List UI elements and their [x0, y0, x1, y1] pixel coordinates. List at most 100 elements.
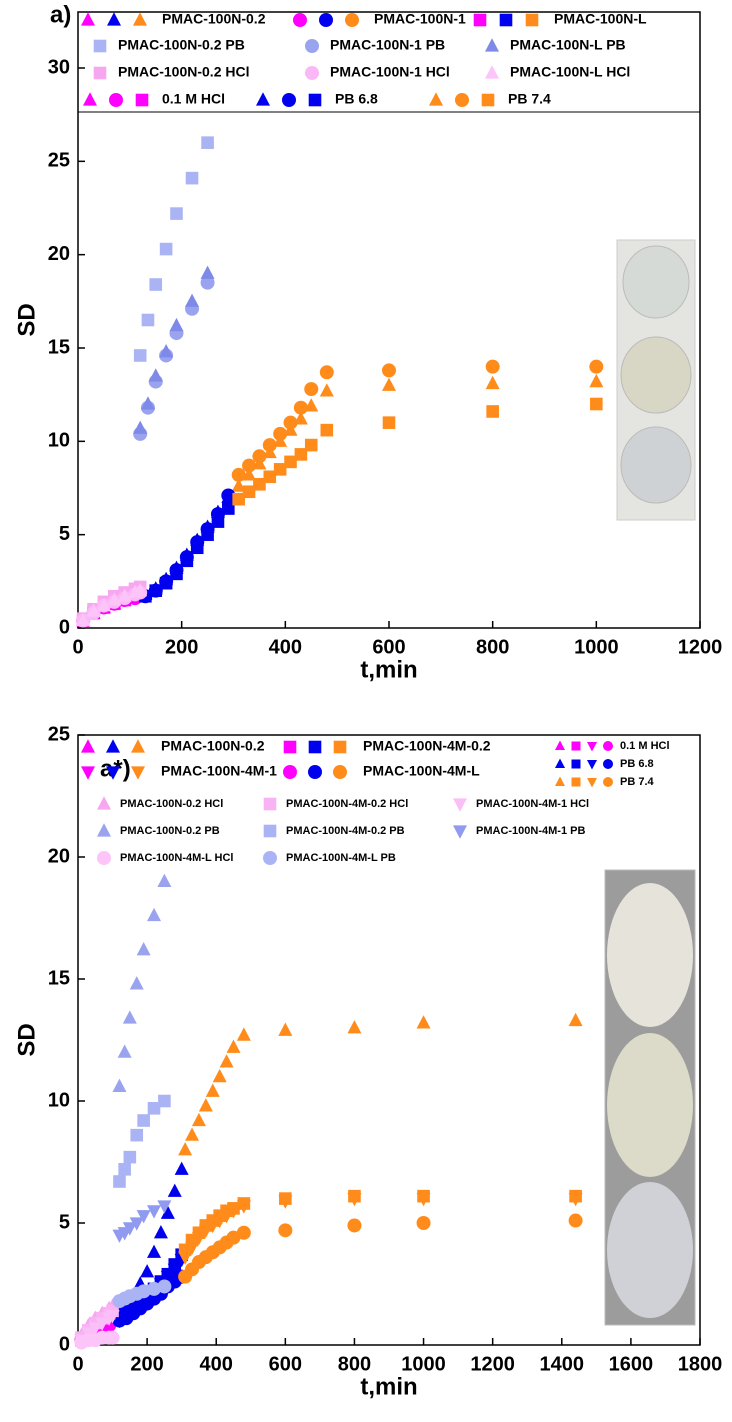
data-point	[157, 1200, 172, 1214]
y-tick-label: 0	[59, 1333, 70, 1355]
data-point	[117, 1044, 132, 1058]
legend-marker	[263, 797, 277, 811]
legend-marker	[455, 93, 469, 107]
data-point	[304, 438, 318, 452]
legend-marker	[345, 13, 359, 27]
legend-marker	[93, 39, 107, 53]
legend-marker	[571, 777, 581, 787]
data-point	[219, 1210, 234, 1224]
data-point	[253, 477, 266, 491]
data-point	[304, 382, 319, 397]
legend-label: PB 7.4	[508, 91, 551, 107]
data-point	[590, 397, 603, 411]
legend-label: PMAC-100N-4M-1 HCl	[476, 798, 589, 810]
legend-marker	[81, 766, 95, 780]
data-point	[589, 359, 604, 374]
legend-marker	[308, 740, 322, 754]
data-point	[200, 265, 215, 279]
data-point	[76, 612, 91, 627]
legend-marker	[256, 92, 270, 106]
legend-marker	[81, 739, 95, 753]
x-tick-label: 1200	[678, 636, 723, 658]
data-point	[200, 275, 215, 290]
y-tick-label: 25	[48, 150, 70, 172]
data-point	[211, 515, 225, 528]
data-point	[157, 1279, 172, 1294]
legend-label: PMAC-100N-1 HCl	[330, 64, 450, 80]
legend-marker	[131, 766, 145, 780]
legend-marker	[283, 765, 297, 779]
data-point	[347, 1020, 362, 1034]
panel-label: a)	[50, 1, 71, 28]
data-point	[191, 1232, 206, 1246]
data-point	[382, 377, 396, 391]
legend-label: PB 7.4	[620, 776, 655, 788]
data-point	[169, 317, 184, 332]
data-point	[107, 592, 122, 606]
legend-marker	[106, 766, 120, 780]
data-point	[263, 470, 277, 484]
legend-label: PMAC-100N-1 PB	[330, 37, 445, 53]
data-point	[113, 1175, 126, 1188]
data-point	[320, 423, 334, 437]
data-point	[486, 405, 499, 418]
data-point	[226, 1205, 241, 1219]
data-point	[178, 1251, 193, 1265]
y-axis-title: SD	[13, 303, 40, 336]
data-point	[174, 1161, 189, 1175]
data-point	[568, 1193, 583, 1207]
data-point	[170, 567, 183, 581]
legend-label: PMAC-100N-4M-0.2 PB	[286, 825, 405, 837]
data-point	[416, 1015, 431, 1029]
legend-marker	[97, 851, 111, 865]
legend-marker	[587, 742, 597, 752]
x-tick-label: 0	[72, 1353, 83, 1375]
data-point	[122, 1222, 137, 1236]
data-point	[212, 1068, 227, 1083]
data-point	[185, 1127, 200, 1141]
legend-marker	[319, 13, 333, 27]
legend-marker	[429, 92, 443, 106]
x-tick-label: 1000	[401, 1353, 446, 1375]
legend-label: PMAC-100N-0.2	[161, 738, 265, 754]
data-point	[284, 455, 297, 469]
data-point	[221, 488, 236, 503]
legend-marker	[587, 778, 597, 788]
data-point	[382, 363, 396, 378]
y-tick-label: 20	[48, 845, 70, 867]
legend-marker	[485, 38, 499, 52]
data-point	[185, 293, 200, 307]
data-point	[319, 383, 334, 397]
data-point	[147, 1244, 162, 1258]
legend-marker	[133, 12, 147, 26]
legend-label: PMAC-100N-4M-L	[363, 763, 480, 779]
y-tick-label: 25	[48, 723, 70, 745]
data-point	[129, 1217, 144, 1231]
data-point	[157, 873, 172, 887]
data-point	[190, 541, 204, 555]
legend-marker	[333, 740, 347, 754]
legend-label: PMAC-100N-4M-L HCl	[120, 852, 233, 864]
data-point	[117, 588, 132, 602]
plot-frame	[77, 734, 701, 1346]
data-point	[205, 1083, 220, 1097]
legend-label: PB 6.8	[335, 91, 378, 107]
data-point	[278, 1195, 293, 1209]
legend-marker	[555, 758, 565, 768]
data-point	[118, 1163, 131, 1176]
legend-marker	[485, 65, 499, 79]
data-point	[147, 1102, 161, 1115]
data-point	[133, 582, 148, 597]
data-point	[112, 1078, 127, 1092]
legend-marker	[587, 760, 597, 770]
x-tick-label: 1600	[609, 1353, 654, 1375]
data-point	[568, 1012, 583, 1027]
photo-inset	[616, 239, 696, 521]
x-tick-label: 600	[269, 1353, 302, 1375]
legend-marker	[571, 741, 581, 751]
data-point	[236, 1200, 251, 1214]
data-point	[159, 242, 173, 256]
data-point	[153, 1225, 168, 1239]
y-tick-label: 15	[48, 967, 70, 989]
